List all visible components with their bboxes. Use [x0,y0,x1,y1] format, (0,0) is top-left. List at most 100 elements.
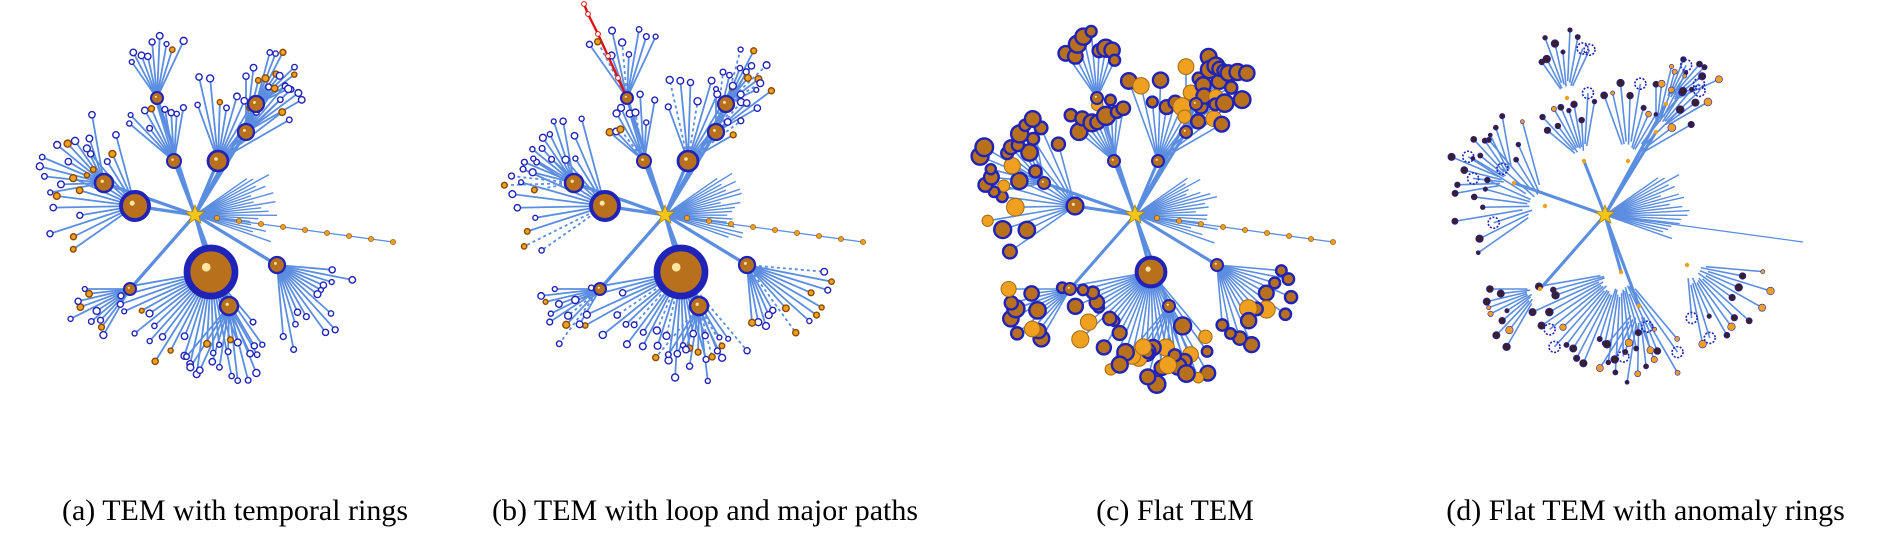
leaf-node [547,310,555,317]
leaf-node [676,76,685,85]
fan-edge [1134,193,1211,216]
leaf-node [1760,269,1766,274]
leaf-node [1010,171,1029,191]
chain-edge [708,220,732,225]
sub-hub-node [1179,125,1193,139]
leaf-edge [144,110,175,162]
leaf-node [585,40,594,49]
leaf-edge [1659,66,1673,116]
leaf-node [215,363,223,371]
chain-edge [1758,235,1782,240]
leaf-edge [218,305,230,368]
leaf-edge [1474,196,1528,205]
leaf-node [1066,297,1085,315]
leaf-node [1023,109,1042,128]
sub-hub-highlight [722,100,726,104]
leaf-edge [1673,63,1701,95]
sub-hub-highlight [1193,101,1196,104]
leaf-node [616,125,625,134]
leaf-node [1738,272,1747,280]
leaf-edge [628,113,645,162]
leaf-edge [1486,291,1527,303]
sub-hub-highlight [1166,303,1169,306]
sub-hub-node [123,282,137,296]
leaf-node [563,311,573,320]
leaf-edge [1622,289,1630,343]
sub-hub-highlight [252,100,256,104]
sub-hub-highlight [171,158,174,161]
leaf-edge [1484,140,1508,173]
leaf-node [294,88,303,98]
leaf-node [736,90,745,99]
leaf-edge [1548,281,1604,313]
sub-hub-node [1162,299,1176,313]
leaf-edge [1702,278,1750,322]
anomaly-ring [1548,340,1561,354]
sub-hub-highlight [1111,158,1114,161]
sub-hub-node [1090,91,1104,105]
leaf-edge [1691,282,1711,339]
leaf-node [1515,141,1522,148]
leaf-node [249,63,258,72]
leaf-node [598,330,608,340]
chain-edge [1626,217,1650,222]
leaf-edge [1454,209,1523,223]
leaf-node [542,298,549,306]
fan-edge [194,192,274,216]
leaf-node [1139,368,1157,386]
leaf-edge [276,264,336,331]
leaf-node [168,46,176,54]
leaf-edge [1696,282,1728,336]
leaf-edge [1009,205,1076,253]
sub-hub-node [1653,129,1659,135]
leaf-node [173,110,181,118]
leaf-node [643,119,650,126]
leaf-node [1691,98,1700,107]
leaf-node [1602,339,1612,349]
leaf-edge [198,305,230,371]
leaf-edge [1603,95,1623,145]
leaf-node [205,74,215,83]
leaf-edge [1546,129,1576,154]
leaf-node [704,377,711,385]
leaf-node [1200,345,1214,358]
leaf-edge [100,288,131,328]
chain-node [214,215,220,221]
sub-hub-node [1065,196,1085,216]
leaf-node [226,336,235,344]
leaf-node [1475,234,1484,243]
leaf-node [685,362,694,370]
leaf-edge [746,264,825,273]
sub-hub-node [1189,97,1203,111]
leaf-node [293,308,302,317]
anomaly-ring [1543,323,1556,336]
leaf-edge [129,114,175,162]
leaf-node [716,334,723,341]
leaf-edge [1554,43,1565,85]
leaf-node [1520,119,1525,125]
leaf-node [1111,324,1128,342]
leaf-node [328,266,336,274]
sub-hub-node [218,295,240,317]
anomaly-ring [1693,84,1706,98]
leaf-node [662,331,671,341]
leaf-node [240,96,249,105]
leaf-edge [150,108,175,162]
leaf-edge [1631,107,1645,148]
leaf-edge [1168,305,1209,374]
leaf-edge [562,121,575,184]
leaf-node [747,318,757,327]
leaf-node [128,58,135,66]
leaf-node [617,38,627,47]
sub-hub-highlight [127,286,130,289]
leaf-node [147,105,156,113]
chain-node [772,227,778,233]
leaf-node [138,307,145,314]
fan-edge [664,214,743,239]
leaf-node [993,219,1013,240]
sub-hub-highlight [1067,286,1070,289]
root-star-icon [184,203,206,225]
leaf-edge [1611,92,1625,145]
leaf-node [523,227,531,235]
leaf-node [1622,348,1629,355]
